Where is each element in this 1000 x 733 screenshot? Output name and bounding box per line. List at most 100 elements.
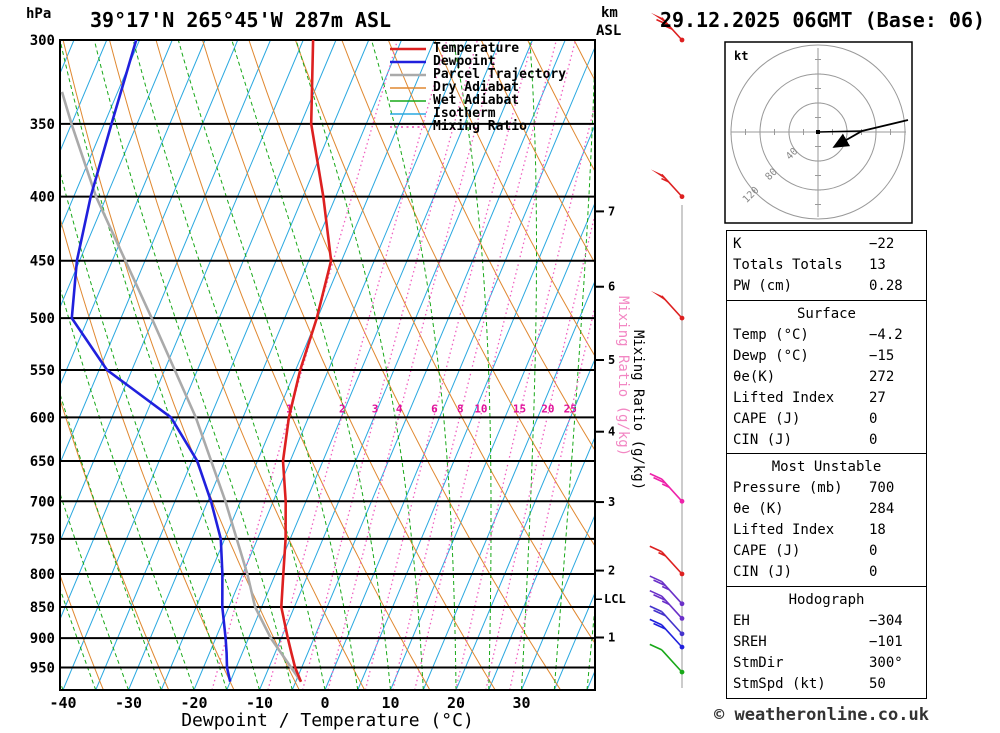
dry-adiabat [480, 40, 595, 265]
barb-full [649, 589, 663, 597]
pressure-tick-label: 600 [30, 410, 55, 426]
index-label: K [733, 236, 742, 252]
index-label: CIN (J) [733, 564, 793, 580]
temperature-trace [279, 40, 333, 683]
dry-adiabat [387, 40, 595, 452]
index-table: K −22 Totals Totals 13 PW (cm) 0.28 Surface Tem… [726, 230, 927, 699]
wet-adiabat [60, 392, 162, 690]
mixing-ratio-lines [211, 40, 595, 690]
index-label: Totals Totals [733, 257, 843, 273]
index-value: 0.28 [869, 278, 903, 294]
index-label: StmDir [733, 654, 784, 671]
index-row: K −22 [727, 234, 926, 255]
index-row: StmDir 300° [727, 653, 926, 674]
index-value: 13 [869, 257, 886, 273]
barb-full [649, 472, 663, 480]
temp-tick-label: -10 [246, 694, 273, 712]
isotherm [390, 201, 595, 690]
index-label: CAPE (J) [733, 410, 801, 427]
index-row: CIN (J) 0 [727, 430, 926, 451]
legend-line-sample [390, 100, 426, 102]
legend-line-sample [390, 126, 426, 128]
index-label: EH [733, 612, 750, 629]
barb-half [658, 551, 666, 557]
index-label: θe (K) [733, 501, 784, 517]
wind-barb [650, 169, 685, 200]
index-section: Surface Temp (°C) −4.2 Dewp (°C) −15 θe(K) 272… [726, 299, 927, 455]
pressure-grid [59, 39, 596, 691]
wind-barb-column [649, 12, 685, 688]
dry-adiabat [109, 40, 366, 690]
wind-barb [649, 545, 685, 577]
index-value: 0 [869, 564, 878, 580]
legend-label: Dry Adiabat [433, 80, 520, 95]
mixing-ratio-value: 8 [457, 403, 464, 416]
index-row: SREH −101 [727, 632, 926, 653]
index-value: −22 [869, 236, 895, 252]
barb-full [649, 545, 663, 553]
legend-item: Mixing Ratio [389, 119, 566, 134]
isotherm [60, 40, 108, 153]
index-row: CIN (J) 0 [727, 562, 926, 583]
index-row: Totals Totals 13 [727, 255, 926, 276]
pressure-tick-label: 850 [30, 600, 55, 616]
index-value: 0 [869, 410, 878, 427]
isotherm [455, 357, 595, 690]
legend-label: Mixing Ratio [433, 119, 527, 134]
legend-label: Parcel Trajectory [433, 67, 567, 82]
barb-staff [661, 173, 683, 198]
barb-half [661, 600, 670, 606]
wet-adiabat [60, 169, 228, 690]
wet-adiabat [295, 40, 424, 690]
dry-adiabat [434, 40, 595, 358]
index-section-title: Most Unstable [771, 459, 882, 475]
pressure-tick-label: 450 [30, 254, 55, 270]
wet-adiabat-lines [60, 40, 595, 690]
index-label: Lifted Index [733, 389, 835, 406]
wind-barb [649, 575, 685, 607]
dry-adiabat-lines [60, 40, 595, 690]
index-label: CIN (J) [733, 431, 793, 448]
index-row: CAPE (J) 0 [727, 409, 926, 430]
mixing-ratio-line [301, 40, 479, 690]
index-row: PW (cm) 0.28 [727, 276, 926, 297]
pressure-tick-label: 950 [30, 661, 55, 677]
index-section-title: Surface [796, 305, 856, 322]
temp-tick-label: 20 [447, 694, 465, 712]
mixing-ratio-value: 4 [396, 403, 403, 416]
dry-adiabat [248, 40, 562, 690]
barb-half [661, 585, 670, 591]
index-row: Lifted Index 18 [727, 520, 926, 541]
altitude-unit-km-label: km [601, 5, 618, 21]
isotherm [0, 40, 9, 690]
isotherm [324, 45, 595, 690]
watermark: © weatheronline.co.uk [714, 705, 929, 725]
mixing-ratio-line [485, 211, 595, 690]
dry-adiabat [60, 397, 170, 690]
dry-adiabat [294, 40, 595, 645]
dry-adiabat [155, 40, 431, 690]
barb-full [653, 579, 666, 587]
index-section-title: Hodograph [788, 591, 865, 608]
index-label: θe(K) [733, 368, 776, 385]
isotherm [193, 40, 468, 690]
hodograph-trace [832, 119, 909, 148]
index-value: 18 [869, 522, 886, 538]
barb-half [661, 483, 670, 488]
pressure-tick-label: 700 [30, 494, 55, 510]
parcel-trace [60, 91, 303, 683]
isotherm [60, 40, 173, 309]
wind-barb [649, 605, 685, 637]
isotherm [95, 40, 370, 690]
isotherm [226, 40, 501, 690]
isotherm [128, 40, 402, 690]
dry-adiabat [341, 40, 595, 548]
mixing-ratio-line [211, 40, 399, 690]
wind-barb [650, 12, 685, 43]
km-tick-label: 2 [608, 564, 615, 578]
index-row: θe (K) 284 [727, 499, 926, 520]
legend-item: Dewpoint [389, 54, 566, 69]
index-value: −15 [869, 347, 895, 364]
